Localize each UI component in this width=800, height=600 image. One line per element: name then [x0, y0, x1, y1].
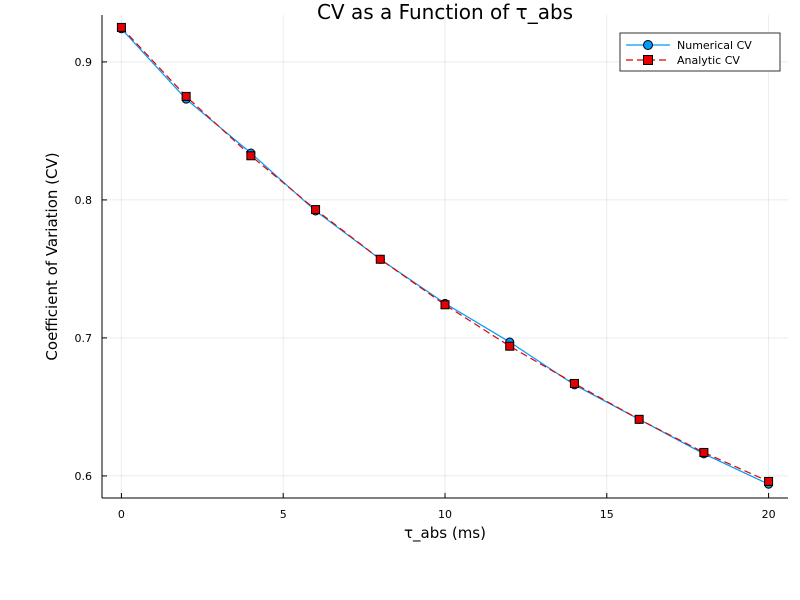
legend-item: Analytic CV: [626, 54, 740, 67]
x-tick-label: 20: [762, 508, 776, 521]
ticks: 0 5 10 15 20 0.6 0.7 0.8 0.9: [75, 15, 788, 521]
series-line: [120, 27, 769, 482]
data-point: [699, 447, 709, 457]
grid-lines: [102, 15, 788, 498]
legend-items: Numerical CV Analytic CV: [626, 39, 752, 67]
x-tick-label: 5: [280, 508, 287, 521]
legend-label: Analytic CV: [677, 54, 740, 67]
legend-marker: [643, 55, 653, 65]
data-point: [311, 205, 321, 215]
data-point: [634, 414, 644, 424]
chart-title: CV as a Function of τ_abs: [317, 0, 573, 24]
data-point: [116, 22, 126, 32]
data-point: [440, 300, 450, 310]
series-layer: [116, 22, 774, 489]
legend: Numerical CV Analytic CV: [619, 32, 781, 72]
x-tick-label: 15: [600, 508, 614, 521]
data-point: [375, 254, 385, 264]
y-axis-label: Coefficient of Variation (CV): [43, 152, 61, 360]
y-tick-label: 0.9: [75, 56, 93, 69]
x-axis-label: τ_abs (ms): [404, 524, 486, 543]
legend-label: Numerical CV: [677, 39, 752, 52]
legend-item: Numerical CV: [626, 39, 752, 52]
y-tick-label: 0.8: [75, 194, 93, 207]
data-point: [764, 476, 774, 486]
legend-marker: [643, 40, 653, 50]
data-point: [246, 151, 256, 161]
series-2: [116, 22, 774, 486]
data-point: [569, 378, 579, 388]
y-tick-label: 0.6: [75, 470, 93, 483]
x-tick-label: 0: [118, 508, 125, 521]
x-tick-label: 10: [438, 508, 452, 521]
data-point: [181, 91, 191, 101]
y-tick-label: 0.7: [75, 332, 93, 345]
data-point: [505, 341, 515, 351]
